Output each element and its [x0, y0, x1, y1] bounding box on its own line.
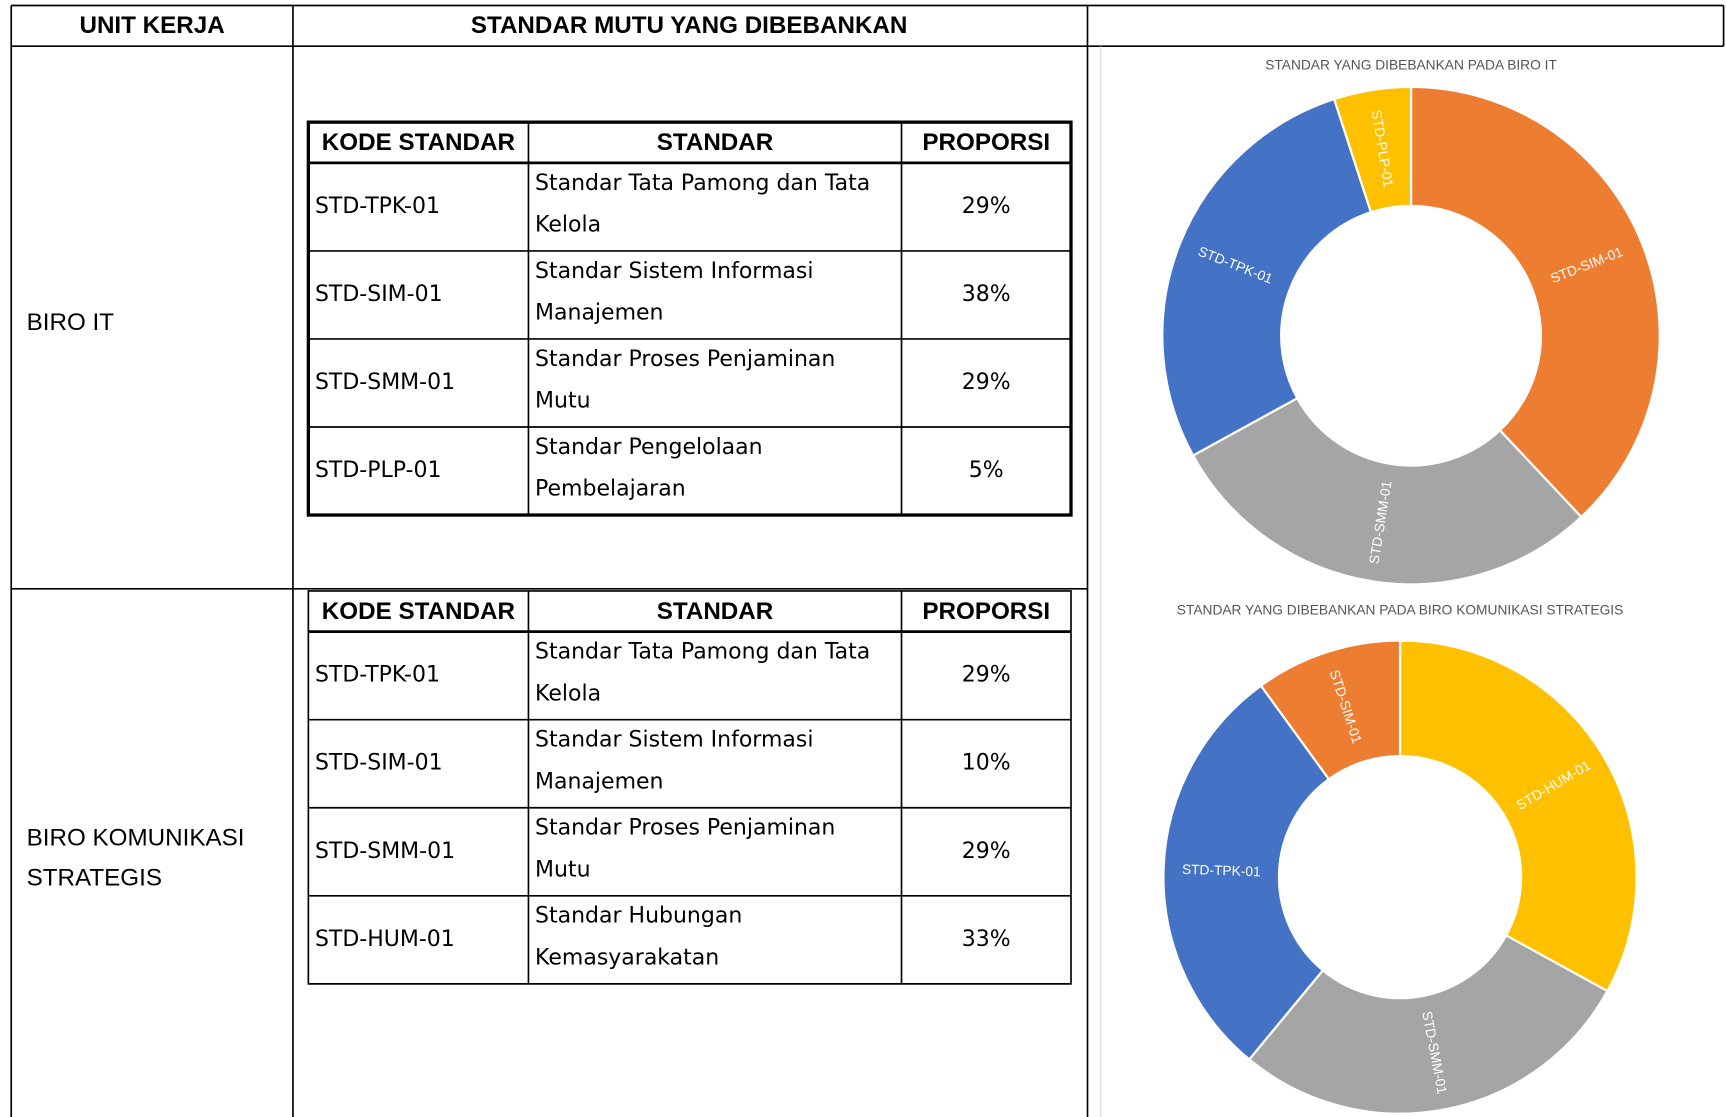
- proportion-cell: 5%: [969, 458, 1004, 483]
- proportion-cell: 38%: [962, 282, 1011, 307]
- unit-name: BIRO KOMUNIKASI STRATEGIS: [27, 825, 245, 892]
- proportion-cell: 29%: [962, 370, 1011, 395]
- code-cell: STD-HUM-01: [315, 927, 455, 952]
- standard-cell: Standar Proses Penjaminan Mutu: [535, 347, 835, 414]
- proportion-cell: 29%: [962, 663, 1011, 688]
- column-header: KODE STANDAR: [322, 598, 515, 625]
- standard-cell: Standar Hubungan Kemasyarakatan: [535, 904, 742, 971]
- code-cell: STD-SIM-01: [315, 282, 443, 307]
- code-cell: STD-TPK-01: [315, 663, 440, 688]
- proportion-cell: 29%: [962, 194, 1011, 219]
- header-unit: UNIT KERJA: [79, 12, 224, 39]
- donut-slice: [1247, 933, 1609, 1115]
- proportion-cell: 29%: [962, 839, 1011, 864]
- code-cell: STD-PLP-01: [315, 458, 442, 483]
- donut-slice: [1259, 639, 1402, 781]
- standard-cell: Standar Proses Penjaminan Mutu: [535, 816, 835, 883]
- standard-cell: Standar Tata Pamong dan Tata Kelola: [535, 171, 870, 238]
- code-cell: STD-SMM-01: [315, 370, 455, 395]
- chart-title: STANDAR YANG DIBEBANKAN PADA BIRO IT: [1265, 58, 1557, 73]
- column-header: STANDAR: [657, 129, 774, 156]
- donut-slice: [1162, 684, 1331, 1061]
- column-header: PROPORSI: [922, 129, 1050, 156]
- donut-slice: [1332, 85, 1413, 214]
- donut-slice: [1409, 85, 1661, 519]
- unit-name: BIRO IT: [27, 309, 115, 336]
- standard-cell: Standar Sistem Informasi Manajemen: [535, 259, 813, 326]
- standard-cell: Standar Pengelolaan Pembelajaran: [535, 435, 763, 502]
- code-cell: STD-TPK-01: [315, 194, 440, 219]
- slice-label: STD-TPK-01: [1182, 862, 1261, 879]
- column-header: STANDAR: [657, 598, 774, 625]
- proportion-cell: 10%: [962, 751, 1011, 776]
- proportion-cell: 33%: [962, 927, 1011, 952]
- code-cell: STD-SMM-01: [315, 839, 455, 864]
- column-header: KODE STANDAR: [322, 129, 515, 156]
- standard-cell: Standar Sistem Informasi Manajemen: [535, 728, 813, 795]
- standard-cell: Standar Tata Pamong dan Tata Kelola: [535, 640, 870, 707]
- header-standard: STANDAR MUTU YANG DIBEBANKAN: [471, 12, 908, 39]
- code-cell: STD-SIM-01: [315, 751, 443, 776]
- chart-title: STANDAR YANG DIBEBANKAN PADA BIRO KOMUNI…: [1177, 602, 1623, 617]
- donut-slice: [1191, 396, 1583, 586]
- column-header: PROPORSI: [922, 598, 1050, 625]
- donut-slice: [1161, 97, 1373, 457]
- donut-slice: [1398, 639, 1638, 993]
